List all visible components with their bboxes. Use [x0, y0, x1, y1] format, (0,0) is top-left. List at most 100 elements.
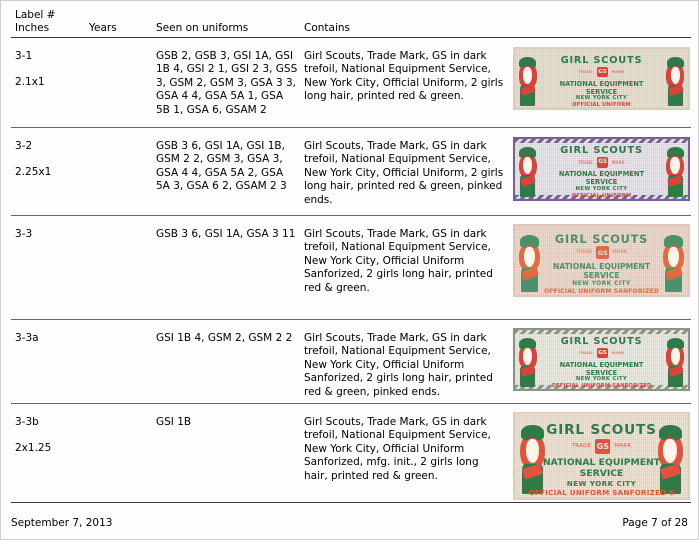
- cell-label-number: 3-2: [15, 140, 33, 152]
- page-footer: September 7, 2013 Page 7 of 28: [11, 517, 688, 529]
- column-header-years: Years: [89, 22, 117, 34]
- cell-seen-on-uniforms: GSB 3 6, GSI 1A, GSA 3 11: [156, 228, 296, 240]
- trade-mark-right-word: MARK: [611, 69, 625, 75]
- pinked-edge-top: [515, 330, 688, 334]
- trade-mark-right-word: MARK: [611, 159, 625, 165]
- label-line-new-york-city: NEW YORK CITY: [566, 478, 637, 488]
- label-image: GIRL SCOUTS TRADE GS MARK NATIONAL EQUIPMENT…: [513, 328, 690, 391]
- trefoil-icon: GS: [597, 156, 608, 168]
- woven-label-artwork: GIRL SCOUTS TRADE GS MARK NATIONAL EQUIPMENT…: [513, 412, 690, 500]
- header-rule: [11, 37, 691, 38]
- girl-face: [523, 245, 536, 268]
- label-title-text: GIRL SCOUTS: [560, 54, 643, 66]
- girl-hat: [520, 425, 545, 441]
- label-line-service: SERVICE: [585, 178, 618, 187]
- trade-mark-left-word: TRADE: [575, 250, 593, 256]
- trade-mark-row: TRADE GS MARK: [515, 246, 688, 259]
- label-image: GIRL SCOUTS TRADE GS MARK NATIONAL EQUIPMENT…: [513, 412, 690, 500]
- girl-hat: [519, 235, 540, 248]
- girl-figure-left: [518, 57, 537, 107]
- trade-mark-left-word: TRADE: [578, 159, 594, 165]
- label-line-national-equipment: NATIONAL EQUIPMENT: [558, 170, 645, 179]
- cell-seen-on-uniforms: GSI 1B 4, GSM 2, GSM 2 2: [156, 332, 293, 344]
- girl-hat: [663, 235, 684, 248]
- label-line-official-uniform: OFFICIAL UNIFORM SANFORIZED: [551, 383, 652, 390]
- woven-label-artwork: GIRL SCOUTS TRADE GS MARK NATIONAL EQUIPMENT…: [513, 137, 690, 201]
- label-line-official-uniform: OFFICIAL UNIFORM: [572, 102, 631, 109]
- cell-seen-on-uniforms: GSB 3 6, GSI 1A, GSI 1B, GSM 2 2, GSM 3,…: [156, 140, 287, 193]
- label-line-service: SERVICE: [585, 87, 618, 96]
- pinked-edge-top: [515, 139, 688, 143]
- fabric-weave-texture: [515, 226, 688, 295]
- pinked-edge-bottom: [515, 195, 688, 199]
- trade-mark-row: TRADE GS MARK: [515, 156, 688, 168]
- trefoil-icon: GS: [595, 438, 611, 454]
- girl-hat: [658, 425, 683, 441]
- label-reference-table: Label # Inches Years Seen on uniforms Co…: [11, 9, 691, 503]
- fabric-weave-texture: [515, 330, 688, 389]
- girl-face: [662, 437, 678, 465]
- table-row: 3-2 2.25x1 GSB 3 6, GSI 1A, GSI 1B, GSM …: [11, 128, 691, 215]
- girl-face: [669, 66, 681, 85]
- girl-face: [524, 437, 540, 465]
- cell-contains: Girl Scouts, Trade Mark, GS in dark tref…: [304, 50, 504, 103]
- girl-face: [522, 156, 534, 176]
- label-title-text: GIRL SCOUTS: [560, 335, 643, 347]
- label-image: GIRL SCOUTS TRADE GS MARK NATIONAL EQUIPMENT…: [513, 137, 690, 201]
- trade-mark-left-word: TRADE: [578, 69, 594, 75]
- cell-seen-on-uniforms: GSB 2, GSB 3, GSI 1A, GSI 1B 4, GSI 2 1,…: [156, 50, 298, 116]
- trade-mark-left-word: TRADE: [571, 443, 592, 450]
- label-line-new-york-city: NEW YORK CITY: [575, 95, 628, 102]
- cell-label-number: 3-3a: [15, 332, 39, 344]
- girl-figure-left: [518, 338, 537, 388]
- girl-figure-right: [666, 147, 685, 198]
- pinked-edge-bottom: [515, 385, 688, 389]
- column-header-seen-on-uniforms: Seen on uniforms: [156, 22, 249, 34]
- fabric-weave-texture: [515, 139, 688, 199]
- girl-hat: [666, 57, 684, 68]
- trefoil-icon: GS: [597, 66, 608, 78]
- label-line-official-uniform: OFFICIAL UNIFORM SANFORIZED: [543, 287, 660, 295]
- trade-mark-right-word: MARK: [614, 443, 632, 450]
- girl-figure-right: [662, 235, 684, 293]
- row-rule: [11, 215, 691, 216]
- trade-mark-row: TRADE GS MARK: [515, 438, 688, 454]
- row-rule: [11, 403, 691, 404]
- label-line-national-equipment: NATIONAL EQUIPMENT: [559, 79, 644, 88]
- girl-hat: [666, 147, 684, 159]
- cell-label-number: 3-3b: [15, 416, 39, 428]
- label-line-service: SERVICE: [583, 270, 620, 280]
- bottom-rule: [11, 502, 691, 503]
- table-row: 3-1 2.1x1 GSB 2, GSB 3, GSI 1A, GSI 1B 4…: [11, 38, 691, 127]
- trade-mark-right-word: MARK: [612, 250, 628, 256]
- label-line-service: SERVICE: [579, 468, 624, 480]
- label-line-national-equipment: NATIONAL EQUIPMENT: [552, 261, 651, 271]
- label-title-text: GIRL SCOUTS: [560, 144, 643, 156]
- woven-label-artwork: GIRL SCOUTS TRADE GS MARK NATIONAL EQUIPMENT…: [513, 47, 690, 110]
- label-line-service: SERVICE: [585, 368, 618, 377]
- cell-contains: Girl Scouts, Trade Mark, GS in dark tref…: [304, 140, 504, 206]
- column-header-contains: Contains: [304, 22, 351, 34]
- girl-figure-left: [519, 425, 546, 495]
- label-title-text: GIRL SCOUTS: [554, 232, 649, 246]
- column-header-label-number: Label #: [15, 9, 56, 21]
- cell-inches: 2.1x1: [15, 76, 45, 88]
- column-header-inches: Inches: [15, 22, 50, 34]
- cell-contains: Girl Scouts, Trade Mark, GS in dark tref…: [304, 332, 493, 398]
- trade-mark-left-word: TRADE: [578, 350, 594, 356]
- girl-hat: [666, 338, 684, 349]
- fabric-weave-texture: [515, 49, 688, 108]
- girl-face: [669, 347, 681, 366]
- girl-figure-left: [518, 147, 537, 198]
- label-title-text: GIRL SCOUTS: [546, 421, 657, 438]
- footer-date: September 7, 2013: [11, 517, 113, 529]
- trefoil-icon: GS: [597, 347, 608, 359]
- cell-seen-on-uniforms: GSI 1B: [156, 416, 192, 428]
- girl-figure-right: [666, 338, 685, 388]
- girl-face: [521, 66, 533, 85]
- girl-hat: [519, 338, 537, 349]
- table-row: 3-3a GSI 1B 4, GSM 2, GSM 2 2 Girl Scout…: [11, 320, 691, 403]
- girl-hat: [519, 147, 537, 159]
- trefoil-icon: GS: [596, 246, 609, 259]
